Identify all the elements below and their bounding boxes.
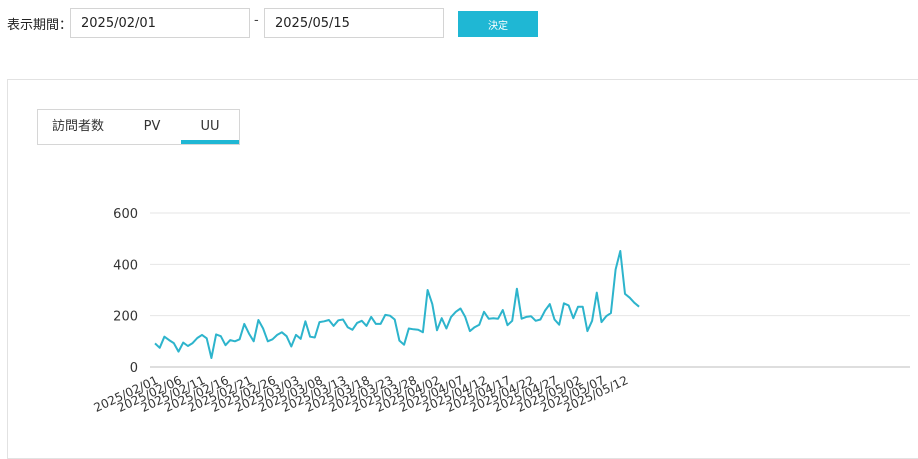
tab-uu[interactable]: UU [181, 110, 239, 144]
series-line-uu [154, 250, 640, 359]
end-date-input[interactable] [264, 8, 444, 38]
tab-visitors[interactable]: 訪問者数 [51, 119, 104, 134]
date-range-toolbar: 表示期間： - 決定 [0, 0, 918, 50]
period-label: 表示期間： [7, 18, 73, 33]
start-date-input[interactable] [70, 8, 250, 38]
y-tick-label: 600 [113, 207, 138, 222]
decide-button[interactable]: 決定 [458, 11, 538, 37]
uu-line-chart: 02004006002025/02/012025/02/062025/02/11… [92, 207, 910, 415]
y-tick-label: 400 [113, 258, 138, 273]
range-separator: - [254, 13, 259, 28]
y-tick-label: 200 [113, 310, 138, 325]
tab-pv[interactable]: PV [143, 119, 161, 134]
metric-tabs: 訪問者数 PV UU [37, 109, 240, 145]
y-tick-label: 0 [130, 361, 138, 376]
